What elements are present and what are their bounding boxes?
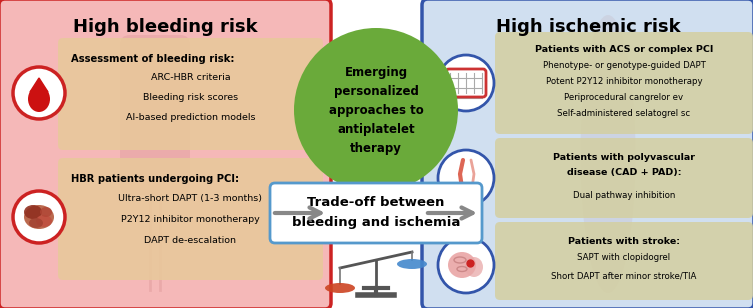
FancyBboxPatch shape: [495, 32, 753, 134]
FancyBboxPatch shape: [422, 0, 753, 308]
Text: HBR patients undergoing PCI:: HBR patients undergoing PCI:: [71, 174, 239, 184]
FancyBboxPatch shape: [58, 38, 323, 150]
Text: Bleeding risk scores: Bleeding risk scores: [143, 92, 238, 102]
Text: Ultra-short DAPT (1-3 months): Ultra-short DAPT (1-3 months): [118, 193, 263, 202]
Ellipse shape: [325, 283, 355, 293]
Text: therapy: therapy: [350, 141, 402, 155]
Text: High bleeding risk: High bleeding risk: [73, 18, 258, 36]
Ellipse shape: [397, 259, 427, 269]
Text: Dual pathway inhibition: Dual pathway inhibition: [573, 191, 675, 200]
Ellipse shape: [465, 257, 483, 277]
Circle shape: [438, 150, 494, 206]
Circle shape: [438, 55, 494, 111]
Circle shape: [294, 28, 458, 192]
Ellipse shape: [581, 15, 636, 293]
Text: Patients with ACS or complex PCI: Patients with ACS or complex PCI: [535, 44, 713, 54]
Text: approaches to: approaches to: [328, 103, 423, 116]
Ellipse shape: [36, 215, 52, 227]
Ellipse shape: [24, 205, 54, 229]
Ellipse shape: [448, 252, 476, 278]
FancyBboxPatch shape: [120, 35, 190, 195]
Text: Trade-off between: Trade-off between: [307, 196, 445, 209]
FancyBboxPatch shape: [495, 138, 753, 218]
Text: Self-administered selatogrel sc: Self-administered selatogrel sc: [557, 108, 691, 117]
Text: AI-based prediction models: AI-based prediction models: [126, 112, 255, 121]
Ellipse shape: [28, 86, 50, 112]
Text: ARC-HBR criteria: ARC-HBR criteria: [151, 72, 230, 82]
Text: P2Y12 inhibitor monotherapy: P2Y12 inhibitor monotherapy: [121, 214, 260, 224]
Text: antiplatelet: antiplatelet: [337, 123, 415, 136]
Circle shape: [13, 191, 65, 243]
FancyBboxPatch shape: [58, 158, 323, 280]
Circle shape: [13, 67, 65, 119]
FancyBboxPatch shape: [270, 183, 482, 243]
FancyBboxPatch shape: [495, 222, 753, 300]
Text: Assessment of bleeding risk:: Assessment of bleeding risk:: [71, 54, 234, 64]
Text: Short DAPT after minor stroke/TIA: Short DAPT after minor stroke/TIA: [551, 271, 697, 281]
Text: SAPT with clopidogrel: SAPT with clopidogrel: [578, 253, 671, 262]
Circle shape: [438, 237, 494, 293]
FancyBboxPatch shape: [0, 0, 331, 308]
Ellipse shape: [29, 218, 43, 228]
Text: DAPT de-escalation: DAPT de-escalation: [145, 236, 236, 245]
Text: disease (CAD + PAD):: disease (CAD + PAD):: [567, 168, 681, 176]
Text: Patients with stroke:: Patients with stroke:: [568, 237, 680, 245]
Text: High ischemic risk: High ischemic risk: [495, 18, 680, 36]
Text: bleeding and ischemia: bleeding and ischemia: [292, 216, 460, 229]
Text: Phenotype- or genotype-guided DAPT: Phenotype- or genotype-guided DAPT: [543, 60, 706, 70]
Polygon shape: [30, 78, 48, 92]
Text: Periprocedural cangrelor ev: Periprocedural cangrelor ev: [565, 92, 684, 102]
Text: Patients with polyvascular: Patients with polyvascular: [553, 152, 695, 161]
Text: Potent P2Y12 inhibitor monotherapy: Potent P2Y12 inhibitor monotherapy: [546, 76, 703, 86]
Ellipse shape: [40, 207, 52, 217]
Text: personalized: personalized: [334, 84, 419, 98]
Text: Emerging: Emerging: [344, 66, 407, 79]
Ellipse shape: [24, 205, 42, 219]
